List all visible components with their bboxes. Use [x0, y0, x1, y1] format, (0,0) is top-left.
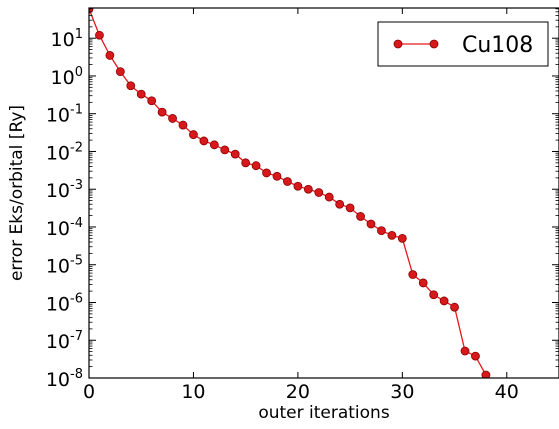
data-point — [314, 188, 324, 197]
data-point — [366, 219, 376, 229]
data-point — [220, 145, 230, 155]
data-point — [272, 171, 282, 181]
data-point — [387, 230, 397, 240]
data-point — [324, 192, 334, 202]
series-Cu108 — [89, 8, 491, 378]
legend-marker — [429, 39, 439, 49]
data-point — [178, 120, 188, 130]
data-point — [115, 67, 125, 77]
data-point — [126, 81, 136, 91]
y-tick-label: 100 — [51, 65, 83, 89]
data-point — [439, 296, 449, 306]
x-tick-label: 10 — [181, 381, 205, 403]
data-point — [429, 290, 439, 300]
y-tick-label: 10-8 — [46, 367, 83, 391]
legend-label: Cu108 — [462, 33, 533, 58]
data-point — [136, 89, 146, 99]
y-tick-label: 10-7 — [46, 329, 83, 353]
data-point — [293, 181, 303, 191]
data-point — [105, 51, 115, 60]
data-point — [377, 226, 386, 236]
data-point — [199, 136, 209, 146]
data-point — [356, 212, 365, 221]
data-point — [168, 114, 177, 123]
data-point — [345, 203, 355, 213]
data-point — [157, 107, 167, 117]
y-tick-label: 101 — [51, 27, 83, 51]
y-tick-label: 10-2 — [46, 140, 83, 164]
data-point — [230, 149, 240, 159]
data-point — [251, 161, 261, 171]
data-point — [397, 233, 407, 243]
series-layer — [89, 8, 491, 378]
data-point — [471, 351, 480, 361]
legend: Cu108 — [377, 21, 549, 67]
data-point — [418, 278, 428, 288]
axes-layer: 0 10 20 30 40 101 100 10-1 10-2 10-3 10-4 10-5 10-6 1… — [46, 7, 559, 403]
legend-marker — [393, 39, 403, 49]
x-tick-label: 0 — [83, 381, 95, 403]
x-tick-label: 20 — [286, 381, 310, 403]
data-point — [460, 346, 470, 356]
data-point — [209, 140, 219, 150]
data-point — [147, 96, 157, 106]
x-tick-label: 30 — [390, 381, 414, 403]
y-axis-label: error Eks/orbital [Ry] — [7, 105, 27, 281]
data-point — [335, 199, 345, 209]
y-tick-label: 10-5 — [46, 254, 83, 278]
data-point — [283, 177, 292, 186]
y-tick-label: 10-4 — [46, 216, 83, 240]
y-tick-label: 10-6 — [46, 291, 83, 315]
y-tick-label: 10-3 — [46, 178, 83, 202]
data-point — [303, 184, 313, 194]
data-point — [481, 370, 491, 378]
y-tick-label: 10-1 — [46, 103, 83, 127]
data-point — [262, 168, 271, 178]
data-point — [95, 30, 104, 40]
data-point — [450, 302, 459, 312]
x-axis-label: outer iterations — [258, 403, 390, 423]
data-point — [408, 270, 418, 279]
data-point — [241, 158, 251, 168]
x-tick-label: 40 — [495, 381, 519, 403]
data-point — [189, 130, 198, 139]
